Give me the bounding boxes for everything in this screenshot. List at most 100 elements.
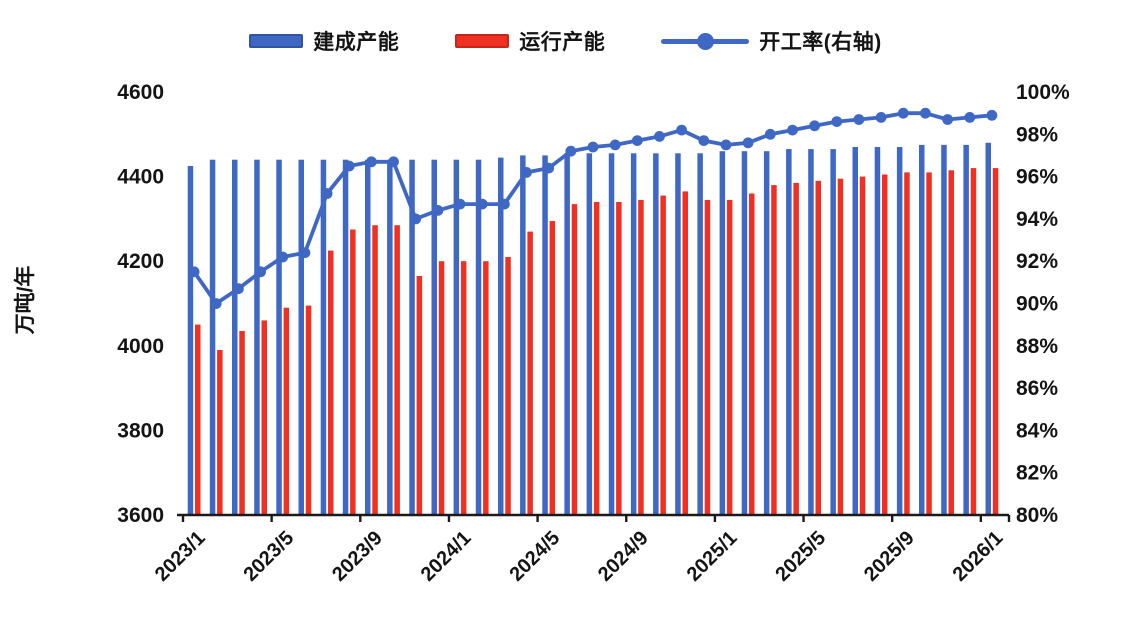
rate-marker	[964, 112, 976, 123]
rate-marker	[609, 139, 621, 151]
x-axis-tick-label: 2025/1	[683, 527, 742, 586]
bar	[815, 180, 821, 516]
rate-marker	[255, 266, 266, 278]
bar	[653, 153, 659, 516]
bar	[793, 182, 799, 515]
legend-item-built-capacity: 建成产能	[249, 26, 399, 56]
bar	[896, 147, 903, 515]
x-axis-tick-label: 2025/5	[771, 527, 830, 586]
bar	[919, 144, 925, 515]
right-axis-tick-labels: 80% 82% 84% 86% 88% 90% 92% 94% 96% 98% 100%	[1016, 81, 1070, 527]
x-axis-tick-label: 2024/1	[417, 527, 476, 586]
bar	[365, 159, 371, 515]
rate-marker	[565, 145, 577, 157]
rate-marker	[831, 116, 843, 127]
bar	[593, 202, 600, 515]
bar	[741, 151, 748, 515]
bar	[749, 193, 755, 515]
rate-marker	[233, 283, 244, 295]
bar	[276, 159, 282, 515]
bar	[608, 153, 615, 516]
bar	[948, 170, 954, 516]
bar	[453, 159, 460, 515]
bar	[638, 199, 644, 515]
rate-marker	[366, 156, 377, 168]
x-axis-tick-label: 2025/9	[860, 527, 919, 586]
bar	[483, 261, 489, 515]
right-axis-tick: 96%	[1016, 166, 1058, 189]
x-axis-tick-label: 2023/9	[328, 527, 387, 586]
rate-marker	[654, 131, 665, 142]
bar	[305, 305, 312, 515]
bar	[719, 151, 726, 515]
bar	[630, 153, 637, 516]
bar	[387, 159, 393, 515]
bar	[763, 151, 770, 515]
rate-marker	[543, 162, 555, 174]
bar	[941, 144, 947, 515]
bar	[431, 159, 437, 515]
left-axis-tick: 4200	[117, 250, 164, 273]
rate-marker	[986, 109, 998, 121]
rate-marker	[676, 124, 687, 136]
bar	[520, 155, 526, 515]
rate-marker	[432, 205, 444, 216]
rate-marker	[720, 139, 732, 151]
rate-marker	[764, 128, 776, 140]
bar	[239, 331, 245, 515]
bar	[217, 350, 223, 515]
rate-marker	[410, 213, 422, 225]
bar	[992, 168, 999, 515]
x-axis-tick-label: 2026/1	[949, 527, 1008, 586]
bar	[837, 178, 844, 515]
bar	[460, 261, 467, 515]
bar	[970, 168, 977, 515]
legend-item-operating-capacity: 运行产能	[455, 26, 605, 56]
bar-series-built-capacity	[187, 142, 991, 516]
bar	[704, 199, 711, 515]
bar	[859, 176, 866, 515]
bar	[195, 324, 201, 515]
bar	[261, 320, 267, 515]
bar	[616, 202, 622, 515]
bar	[187, 166, 194, 515]
rate-marker	[698, 135, 710, 147]
bar	[571, 204, 578, 515]
bar	[298, 159, 304, 515]
bar	[498, 157, 504, 515]
bar	[542, 155, 548, 515]
legend-label-operating-rate: 开工率(右轴)	[759, 31, 882, 54]
bar	[549, 221, 556, 515]
bar	[409, 159, 415, 515]
chart-legend: 建成产能 运行产能 开工率(右轴)	[0, 26, 1131, 56]
rate-marker	[299, 247, 311, 259]
bar	[697, 153, 703, 516]
rate-marker	[343, 160, 355, 172]
bar	[726, 199, 733, 515]
bar	[232, 159, 238, 515]
line-series-operating-rate	[188, 107, 998, 309]
bar	[926, 172, 932, 515]
x-axis-tick-labels: 2023/1 2023/5 2023/9 2024/1 2024/5 2024/9 2025…	[151, 527, 1008, 586]
rate-marker	[521, 167, 532, 178]
bar	[505, 257, 511, 515]
bar	[438, 261, 445, 515]
bar	[328, 250, 334, 515]
bar	[786, 149, 792, 515]
operating-rate-line-swatch-icon	[661, 32, 750, 50]
legend-item-operating-rate: 开工率(右轴)	[661, 26, 882, 56]
rate-marker	[809, 120, 820, 132]
x-axis-tick-label: 2023/1	[151, 527, 210, 586]
bar	[254, 159, 260, 515]
bar	[675, 153, 681, 516]
bar	[564, 153, 570, 516]
bar	[283, 307, 290, 515]
bar	[372, 225, 378, 515]
built-capacity-swatch-icon	[249, 34, 304, 48]
rate-marker	[875, 112, 887, 123]
operating-capacity-swatch-icon	[455, 34, 510, 48]
left-axis-tick: 4000	[117, 335, 164, 358]
right-axis-tick: 92%	[1016, 250, 1058, 273]
rate-marker	[210, 298, 222, 309]
